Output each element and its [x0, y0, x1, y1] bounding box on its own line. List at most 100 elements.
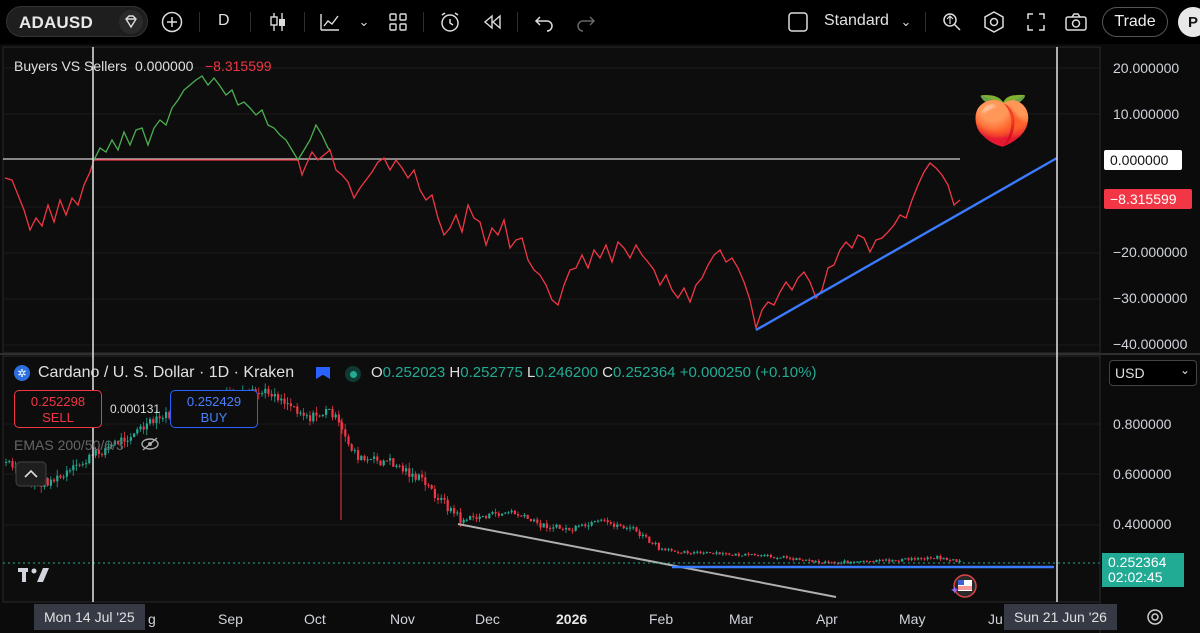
candle-body	[859, 561, 862, 563]
candle-body	[280, 398, 283, 401]
candle-body	[657, 543, 660, 550]
chart-canvas[interactable]: ✦	[0, 44, 1200, 633]
checkbox-icon[interactable]	[784, 8, 812, 36]
fullscreen-icon[interactable]	[1022, 8, 1050, 36]
emas-indicator-label[interactable]: EMAS 200/50/6/3	[14, 437, 124, 453]
camera-icon[interactable]	[1062, 8, 1090, 36]
collapse-legend-button[interactable]	[15, 461, 47, 487]
candle-body	[261, 393, 264, 395]
symbol-title[interactable]: Cardano / U. S. Dollar · 1D · Kraken	[38, 364, 295, 381]
eye-hidden-icon[interactable]	[140, 434, 160, 459]
candle-body	[453, 508, 456, 514]
candle-body	[923, 558, 926, 560]
candle-body	[891, 560, 894, 562]
candle-body	[885, 559, 888, 561]
close-label: C	[602, 364, 613, 381]
candle-body	[712, 553, 715, 555]
candle-body	[517, 514, 520, 516]
candle-body	[117, 441, 120, 445]
candle-body	[382, 460, 385, 466]
candle-body	[897, 560, 900, 562]
candle-body	[504, 512, 507, 514]
candle-body	[392, 458, 395, 467]
candle-body	[571, 530, 574, 532]
chevron-down-icon[interactable]: ⌄	[900, 14, 912, 29]
magnify-ai-icon[interactable]	[938, 8, 966, 36]
candle-body	[289, 403, 292, 407]
candle-body	[920, 558, 923, 560]
candle-body	[472, 516, 475, 518]
candle-body	[520, 515, 523, 517]
undo-icon[interactable]	[530, 8, 558, 36]
candle-body	[869, 561, 872, 563]
layouts-grid-icon[interactable]	[384, 8, 412, 36]
candle-body	[302, 412, 305, 416]
diamond-icon[interactable]	[119, 10, 143, 34]
chevron-down-icon[interactable]: ⌄	[358, 14, 370, 29]
add-symbol-icon[interactable]	[158, 8, 186, 36]
candle-body	[408, 468, 411, 477]
profile-button[interactable]: P	[1178, 7, 1200, 37]
svg-text:✦: ✦	[950, 584, 959, 597]
sell-button[interactable]: 0.252298 SELL	[14, 390, 102, 428]
candle-body	[846, 560, 849, 564]
candle-body	[318, 415, 321, 417]
candle-body	[328, 408, 331, 410]
candle-body	[782, 556, 785, 558]
cardano-logo-icon: ✲	[14, 365, 30, 381]
candle-body	[526, 514, 529, 519]
candle-body	[635, 527, 638, 532]
flag-icon[interactable]	[316, 367, 330, 379]
candle-body	[533, 519, 536, 522]
candle-body	[126, 440, 129, 442]
candle-body	[792, 558, 795, 560]
candle-body	[552, 527, 555, 529]
interval-button[interactable]: D	[218, 12, 230, 29]
candle-body	[849, 561, 852, 564]
market-status-icon[interactable]	[345, 366, 361, 382]
symbol-search-button[interactable]: ADAUSD	[6, 6, 148, 37]
indicator-title[interactable]: Buyers VS Sellers	[14, 58, 127, 74]
candle-body	[325, 409, 328, 416]
candle-body	[296, 406, 299, 414]
candle-body	[907, 558, 910, 560]
candle-body	[654, 543, 657, 545]
candle-body	[539, 522, 542, 528]
us-event-icon[interactable]: ✦	[950, 574, 977, 598]
candle-body	[709, 552, 712, 554]
candle-body	[536, 519, 539, 523]
alert-clock-icon[interactable]	[436, 8, 464, 36]
candle-body	[600, 519, 603, 521]
tradingview-logo-icon[interactable]	[18, 568, 49, 582]
candle-body	[955, 559, 958, 562]
currency-select[interactable]: USD ⌄	[1109, 360, 1197, 386]
replay-icon[interactable]	[478, 8, 506, 36]
redo-icon[interactable]	[572, 8, 600, 36]
last-price-tag: 0.252364 02:02:45	[1102, 553, 1184, 587]
buy-button[interactable]: 0.252429 BUY	[170, 390, 258, 428]
candle-body	[350, 444, 353, 451]
candle-body	[299, 412, 302, 414]
indicators-icon[interactable]	[316, 8, 344, 36]
candle-body	[273, 394, 276, 397]
sell-price: 0.252298	[30, 394, 86, 409]
candle-body	[789, 557, 792, 559]
layout-mode-label[interactable]: Standard	[824, 12, 889, 29]
candle-body	[369, 458, 372, 460]
candle-body	[734, 553, 737, 556]
candle-body	[337, 414, 340, 423]
candle-body	[757, 554, 760, 557]
candle-body	[773, 557, 776, 559]
crosshair-time-right: Sun 21 Jun '26	[1004, 604, 1117, 630]
candle-body	[750, 554, 753, 556]
settings-hex-icon[interactable]	[980, 8, 1008, 36]
gear-icon[interactable]	[1147, 609, 1163, 625]
indicator-trendline[interactable]	[755, 156, 1058, 332]
candle-body	[638, 531, 641, 536]
candle-body	[446, 499, 449, 512]
trade-button[interactable]: Trade	[1102, 7, 1168, 37]
price-downtrend-line[interactable]	[457, 523, 837, 598]
crosshair-time-left: Mon 14 Jul '25	[34, 604, 145, 630]
candles-icon[interactable]	[264, 8, 292, 36]
bar-countdown: 02:02:45	[1108, 569, 1163, 585]
